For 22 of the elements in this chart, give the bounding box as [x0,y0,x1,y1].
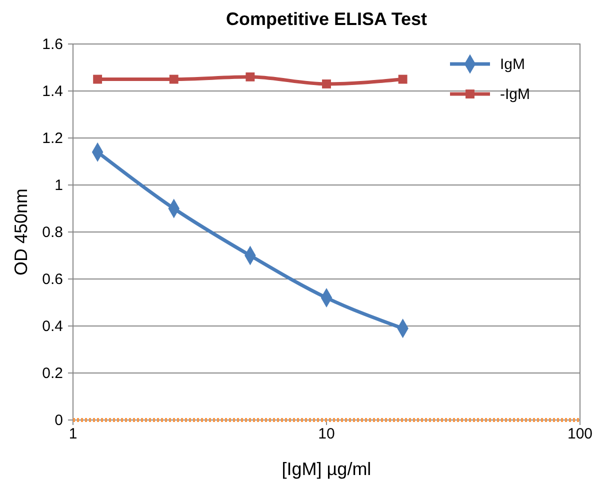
y-tick-label: 0.4 [42,318,63,335]
point [322,79,331,88]
point [246,72,255,82]
x-tick-label: 100 [567,426,593,443]
point [169,74,178,84]
chart-title: Competitive ELISA Test [226,9,428,29]
y-tick-label: 1.4 [42,82,63,100]
x-tick-label: 10 [318,426,335,443]
legend-label: IgM [500,56,526,73]
y-tick-label: 0 [54,412,63,429]
y-tick-label: 1 [54,176,63,194]
x-tick-label: 1 [68,426,78,443]
y-axis-title: OD 450nm [11,188,31,276]
x-axis-title: [IgM] µg/ml [282,459,372,479]
legend-label: -IgM [500,86,530,103]
point [398,74,408,84]
y-tick-label: 1.6 [42,36,63,53]
y-tick-label: 1.2 [42,130,63,147]
y-tick-label: 0.8 [42,224,63,241]
y-tick-label: 0.2 [42,364,63,382]
point [93,74,102,84]
y-tick-label: 0.6 [42,270,63,288]
